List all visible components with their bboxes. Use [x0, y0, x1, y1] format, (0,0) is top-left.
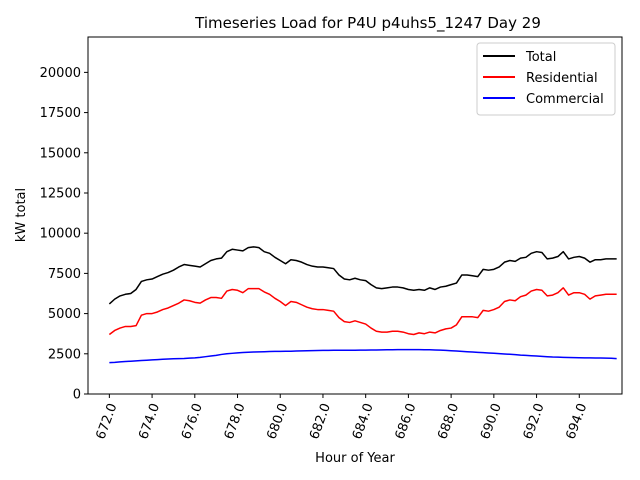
legend-label-commercial: Commercial [526, 92, 604, 107]
legend: Total Residential Commercial [476, 42, 616, 116]
x-tick-label: 684.0 [350, 401, 377, 441]
legend-label-total: Total [525, 50, 556, 65]
x-tick-label: 688.0 [435, 401, 462, 441]
x-axis-label: Hour of Year [315, 451, 395, 466]
x-tick-label: 674.0 [136, 401, 163, 441]
series-line-commercial [109, 348, 617, 364]
y-tick-label: 12500 [40, 186, 81, 201]
y-axis-label: kW total [14, 188, 29, 242]
x-tick-label: 682.0 [307, 401, 334, 441]
series-layer [108, 246, 617, 364]
x-axis: 672.0 674.0 676.0 678.0 680.0 682.0 684.0 686.0… [94, 394, 591, 442]
x-tick-label: 672.0 [94, 401, 121, 441]
y-tick-label: 15000 [40, 146, 81, 161]
series-line-total [108, 246, 617, 305]
y-tick-label: 0 [73, 388, 81, 403]
legend-label-residential: Residential [526, 71, 598, 86]
x-tick-label: 680.0 [264, 401, 291, 441]
x-tick-label: 690.0 [478, 401, 505, 441]
x-tick-label: 686.0 [393, 401, 420, 441]
x-tick-label: 694.0 [564, 401, 591, 441]
y-tick-label: 2500 [48, 347, 81, 362]
y-tick-label: 20000 [40, 66, 81, 81]
x-tick-label: 676.0 [179, 401, 206, 441]
y-axis: 0 2500 5000 7500 10000 12500 15000 17500 20000 [40, 66, 88, 403]
y-tick-label: 5000 [48, 307, 81, 322]
chart-title: Timeseries Load for P4U p4uhs5_1247 Day … [194, 14, 541, 33]
x-tick-label: 692.0 [521, 401, 548, 441]
y-tick-label: 17500 [40, 106, 81, 121]
y-tick-label: 7500 [48, 267, 81, 282]
y-tick-label: 10000 [40, 227, 81, 242]
x-tick-label: 678.0 [222, 401, 249, 441]
series-line-residential [108, 287, 617, 336]
